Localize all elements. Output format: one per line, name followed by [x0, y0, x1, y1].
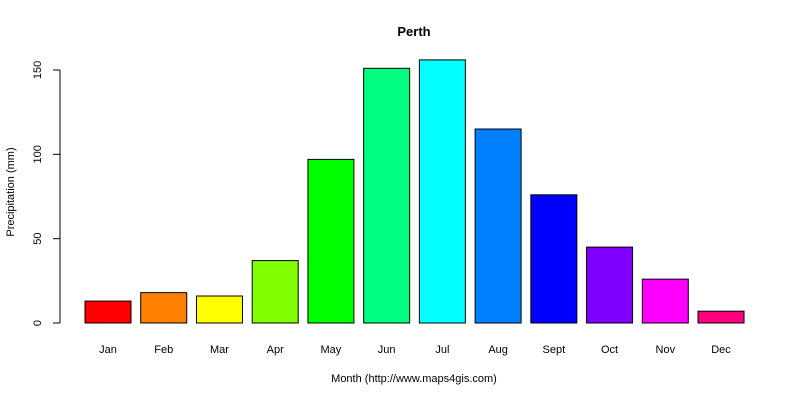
x-axis-label: Month (http://www.maps4gis.com) [331, 373, 497, 385]
x-tick-label: Jul [435, 344, 449, 356]
bar-nov [641, 278, 689, 324]
x-tick-label: Dec [711, 344, 731, 356]
bars-group [84, 59, 745, 324]
x-tick-label: Feb [154, 344, 173, 356]
x-tick-label: Nov [656, 344, 676, 356]
y-tick-label: 100 [32, 145, 44, 163]
bar-feb [140, 292, 188, 324]
x-tick-label: Aug [488, 344, 508, 356]
bar-dec [697, 310, 745, 324]
y-axis: 0 50 100 150 [32, 61, 61, 326]
x-tick-label: Apr [267, 344, 284, 356]
bar-oct [586, 246, 634, 324]
x-tick-label: Oct [601, 344, 618, 356]
x-tick-label: Sept [543, 344, 566, 356]
y-axis-label: Precipitation (mm) [5, 147, 17, 236]
bar-sept [530, 194, 578, 324]
bar-aug [474, 128, 522, 324]
x-tick-label: Jun [378, 344, 396, 356]
y-tick-label: 150 [32, 61, 44, 79]
bar-mar [195, 295, 243, 324]
bar-apr [251, 260, 299, 324]
x-tick-labels: Jan Feb Mar Apr May Jun Jul Aug Sept Oct Nov Dec [99, 344, 731, 356]
bar-jul [418, 59, 466, 324]
bar-jun [363, 67, 411, 324]
x-tick-label: May [321, 344, 342, 356]
y-tick-label: 0 [32, 320, 44, 326]
x-tick-label: Mar [210, 344, 229, 356]
x-tick-label: Jan [99, 344, 117, 356]
bar-may [307, 158, 355, 324]
bar-jan [84, 300, 132, 324]
y-tick-label: 50 [32, 233, 44, 245]
chart-title: Perth [397, 24, 430, 39]
